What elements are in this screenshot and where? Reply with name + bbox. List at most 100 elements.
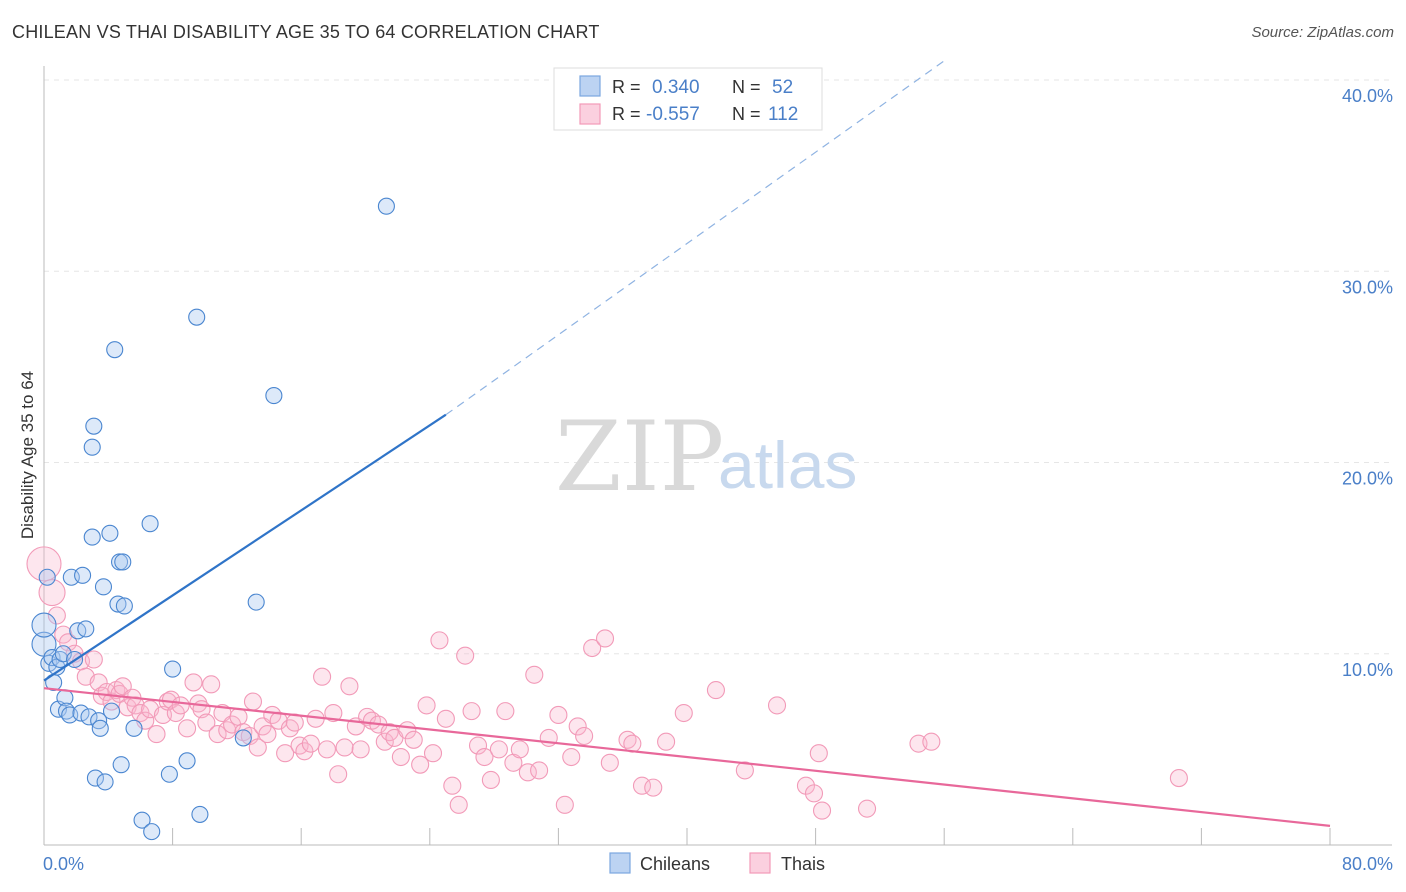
- thais-point: [147, 725, 166, 744]
- r-value-chileans: 0.340: [652, 77, 700, 98]
- thais-point: [600, 753, 619, 772]
- thais-point: [171, 696, 190, 715]
- axes: [43, 66, 1392, 846]
- chileans-point: [86, 769, 104, 787]
- thais-point: [184, 673, 203, 692]
- chileans-point: [74, 566, 92, 584]
- thais-point: [208, 725, 227, 744]
- thais-point: [462, 702, 481, 721]
- thais-point: [301, 734, 320, 753]
- chileans-point: [141, 515, 159, 533]
- thais-point: [812, 801, 832, 820]
- chileans-swatch: [579, 75, 601, 97]
- watermark-zip: ZIP: [555, 401, 724, 513]
- chileans-point: [377, 197, 395, 215]
- thais-point: [549, 705, 568, 725]
- n-label-thais: N =: [732, 104, 761, 124]
- chileans-point: [101, 524, 119, 542]
- thais-point: [197, 713, 216, 732]
- n-label-chileans: N =: [732, 77, 761, 97]
- thais-point: [329, 765, 348, 784]
- thais-swatch: [579, 103, 601, 125]
- chileans-point: [125, 719, 143, 737]
- thais-point: [380, 723, 399, 742]
- thais-point: [525, 665, 544, 684]
- thais-point: [276, 744, 295, 763]
- chileans-points: [31, 197, 395, 841]
- thais-point: [804, 784, 824, 803]
- thais-point: [595, 629, 615, 648]
- thais-point: [644, 778, 663, 797]
- chileans-point: [80, 708, 98, 726]
- thais-point: [496, 702, 515, 721]
- legend-thais-label: Thais: [781, 854, 825, 874]
- thais-point: [161, 690, 181, 709]
- chileans-point: [102, 702, 121, 720]
- chileans-point: [112, 756, 130, 774]
- thais-point: [657, 732, 676, 751]
- y-tick-label: 40.0%: [1342, 86, 1393, 106]
- thais-point: [575, 726, 594, 746]
- chileans-trend-line: [43, 413, 447, 682]
- chileans-point: [114, 553, 132, 571]
- y-axis-label: Disability Age 35 to 64: [18, 371, 37, 539]
- chileans-point: [265, 387, 283, 405]
- thais-point: [375, 732, 394, 751]
- thais-point: [258, 725, 277, 744]
- thais-point: [313, 667, 332, 686]
- thais-point: [583, 638, 602, 658]
- thais-point: [178, 719, 197, 738]
- thais-point: [449, 795, 468, 814]
- chileans-point: [54, 645, 72, 663]
- thais-point: [857, 799, 877, 818]
- x-tick-label: 0.0%: [43, 854, 84, 874]
- r-label-thais: R =: [612, 104, 641, 124]
- chileans-point: [77, 620, 95, 638]
- thais-point: [38, 578, 66, 607]
- thais-point: [568, 717, 587, 736]
- thais-point: [248, 738, 267, 757]
- chileans-point: [188, 308, 206, 326]
- thais-point: [351, 740, 370, 759]
- watermark-atlas: atlas: [718, 428, 857, 502]
- x-tick-labels: 0.0% 80.0%: [43, 854, 1393, 874]
- n-value-thais: 112: [768, 104, 798, 125]
- chileans-point: [234, 729, 252, 747]
- chileans-point: [83, 438, 101, 456]
- chileans-point: [96, 773, 114, 791]
- thais-point: [59, 633, 78, 652]
- chileans-point: [143, 823, 161, 841]
- thais-point: [317, 740, 336, 759]
- legend-thais-swatch: [749, 852, 771, 874]
- r-label-chileans: R =: [612, 77, 641, 97]
- stats-legend: R = 0.340 N = 52 R = -0.557 N = 112: [553, 67, 823, 131]
- thais-point: [530, 761, 549, 780]
- thais-point: [436, 709, 455, 728]
- thais-point: [430, 631, 449, 650]
- y-tick-label: 30.0%: [1342, 277, 1393, 297]
- thais-point: [295, 742, 314, 761]
- thais-point: [481, 770, 500, 790]
- chileans-point: [115, 597, 133, 615]
- thais-point: [47, 606, 66, 625]
- thais-point: [290, 736, 309, 755]
- grid-lines: [44, 79, 1392, 655]
- thais-point: [404, 730, 423, 749]
- thais-point: [922, 732, 941, 751]
- chileans-trend-extension: [445, 60, 945, 416]
- thais-point: [674, 703, 693, 723]
- thais-point: [767, 696, 787, 715]
- thais-point: [280, 719, 299, 738]
- n-value-chileans: 52: [772, 77, 793, 98]
- thais-point: [340, 677, 359, 696]
- thais-point: [443, 776, 462, 795]
- thais-points: [26, 546, 1188, 820]
- chileans-point: [133, 811, 151, 829]
- thais-point: [324, 703, 343, 723]
- chileans-point: [31, 612, 57, 638]
- chileans-point: [106, 341, 124, 359]
- thais-point: [218, 721, 237, 740]
- thais-point: [510, 740, 529, 759]
- chileans-point: [191, 805, 209, 823]
